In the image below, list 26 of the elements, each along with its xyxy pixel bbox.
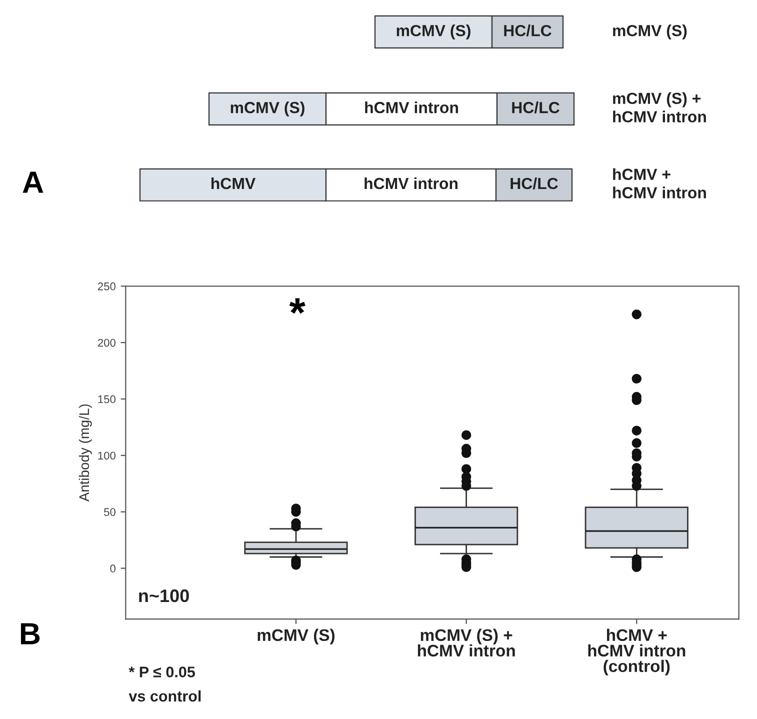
text: hCMV intron — [364, 177, 458, 190]
text: A — [22, 172, 44, 193]
y-tick-label: 100 — [98, 452, 116, 460]
y-tick-label: 150 — [98, 395, 116, 404]
text: HC/LC — [504, 24, 552, 36]
y-tick-label: 50 — [104, 508, 116, 516]
y-tick-label: 0 — [110, 564, 116, 572]
x-tick-label: hCMV + hCMV intron (control) — [588, 628, 686, 676]
text: mCMV (S) — [230, 101, 304, 116]
text: * P ≤ 0.05 vs control — [128, 666, 201, 702]
text: HC/LC — [510, 177, 558, 190]
annotation: n~100 — [139, 589, 189, 602]
y-tick-label: 200 — [98, 338, 116, 347]
x-tick-label: mCMV (S) + hCMV intron — [418, 628, 515, 657]
x-tick-label: mCMV (S) — [258, 628, 335, 644]
category-label: mCMV (S) + hCMV intron — [613, 92, 706, 122]
y-axis-title: Antibody (mg/L) — [78, 404, 92, 502]
text: mCMV (S) — [396, 24, 470, 40]
text: HC/LC — [512, 101, 560, 114]
category-label: mCMV (S) — [613, 24, 687, 40]
text: B — [20, 623, 40, 644]
text: hCMV intron — [365, 101, 458, 114]
annotation: * — [289, 298, 306, 314]
text: hCMV — [211, 177, 256, 190]
category-label: hCMV + hCMV intron — [613, 168, 706, 198]
y-tick-label: 250 — [98, 282, 116, 290]
